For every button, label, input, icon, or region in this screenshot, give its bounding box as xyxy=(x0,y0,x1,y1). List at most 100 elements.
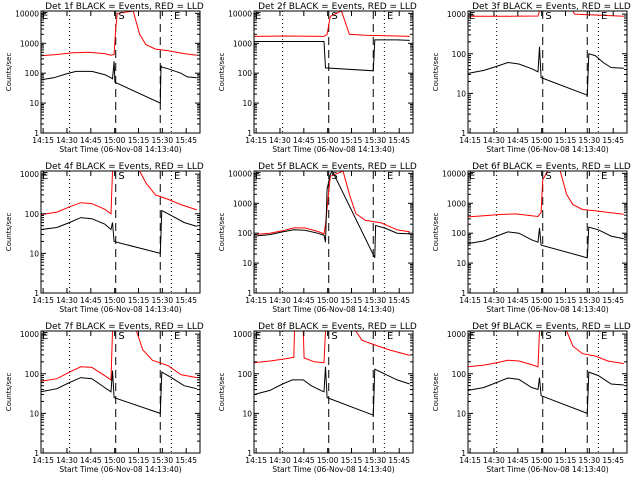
y-axis-label: Counts/sec xyxy=(218,53,226,92)
x-tick-label: 14:45 xyxy=(80,136,102,145)
plot-frame xyxy=(40,170,201,294)
x-tick-label: 14:30 xyxy=(56,296,78,305)
series-lld xyxy=(467,330,624,368)
x-tick-label: 15:15 xyxy=(555,296,577,305)
y-tick-label: 10000 xyxy=(228,9,252,18)
marker-e: E xyxy=(255,11,261,22)
y-tick-label: 10 xyxy=(29,99,39,108)
series-lld xyxy=(40,10,197,57)
y-tick-label: 10 xyxy=(242,409,252,418)
marker-e: E xyxy=(387,171,393,182)
y-tick-label: 1000 xyxy=(447,330,466,339)
y-tick-label: 10000 xyxy=(15,9,39,18)
x-axis-label: Start Time (06-Nov-08 14:13:40) xyxy=(59,145,181,154)
x-tick-label: 15:15 xyxy=(128,136,150,145)
x-tick-label: 14:15 xyxy=(245,136,267,145)
y-tick-label: 100 xyxy=(25,370,40,379)
x-tick-label: 14:15 xyxy=(32,136,54,145)
y-tick-label: 1 xyxy=(461,129,466,138)
y-tick-label: 100 xyxy=(25,69,40,78)
x-tick-label: 14:30 xyxy=(269,296,291,305)
y-tick-label: 1 xyxy=(461,289,466,298)
x-tick-label: 14:30 xyxy=(56,456,78,465)
x-tick-label: 15:30 xyxy=(365,136,387,145)
x-tick-label: 14:15 xyxy=(245,296,267,305)
series-events xyxy=(40,61,197,104)
y-axis-label: Counts/sec xyxy=(432,213,440,252)
x-tick-label: 14:15 xyxy=(459,136,481,145)
marker-e: E xyxy=(601,11,607,22)
plot-frame xyxy=(253,10,414,134)
x-tick-label: 15:00 xyxy=(317,456,339,465)
y-axis-label: Counts/sec xyxy=(218,373,226,412)
marker-e: E xyxy=(387,331,393,342)
series-events xyxy=(253,169,410,259)
x-tick-label: 15:15 xyxy=(128,296,150,305)
x-tick-label: 14:30 xyxy=(483,136,505,145)
x-tick-label: 15:45 xyxy=(388,456,410,465)
y-tick-label: 100 xyxy=(238,229,253,238)
x-tick-label: 14:15 xyxy=(459,296,481,305)
y-tick-label: 10000 xyxy=(228,169,252,178)
series-lld xyxy=(253,330,410,364)
y-tick-label: 1000 xyxy=(233,39,252,48)
y-tick-label: 100 xyxy=(452,50,467,59)
x-tick-label: 15:30 xyxy=(579,456,601,465)
x-tick-label: 15:30 xyxy=(365,296,387,305)
y-tick-label: 1 xyxy=(461,449,466,458)
marker-e: E xyxy=(601,171,607,182)
y-axis-label: Counts/sec xyxy=(432,53,440,92)
y-tick-label: 10 xyxy=(456,89,466,98)
x-axis-label: Start Time (06-Nov-08 14:13:40) xyxy=(272,305,394,314)
marker-s: S xyxy=(545,331,551,342)
y-tick-label: 1000 xyxy=(233,330,252,339)
x-tick-label: 14:15 xyxy=(32,296,54,305)
series-events xyxy=(40,209,197,255)
series-events xyxy=(253,366,410,416)
x-tick-label: 15:00 xyxy=(317,136,339,145)
plot-frame xyxy=(253,170,414,294)
marker-s: S xyxy=(118,331,124,342)
x-tick-label: 15:15 xyxy=(555,456,577,465)
x-axis-label: Start Time (06-Nov-08 14:13:40) xyxy=(59,465,181,474)
series-lld xyxy=(253,10,410,37)
x-tick-label: 14:30 xyxy=(269,136,291,145)
x-tick-label: 14:45 xyxy=(507,136,529,145)
x-tick-label: 14:15 xyxy=(32,456,54,465)
marker-e: E xyxy=(601,331,607,342)
y-axis-label: Counts/sec xyxy=(218,213,226,252)
marker-e: E xyxy=(469,331,475,342)
x-tick-label: 15:30 xyxy=(152,136,174,145)
marker-s: S xyxy=(331,11,337,22)
y-tick-label: 1000 xyxy=(233,199,252,208)
x-tick-label: 14:30 xyxy=(56,136,78,145)
x-tick-label: 14:30 xyxy=(483,456,505,465)
x-tick-label: 15:00 xyxy=(531,296,553,305)
y-tick-label: 1 xyxy=(34,129,39,138)
y-axis-label: Counts/sec xyxy=(5,373,13,412)
y-tick-label: 100 xyxy=(238,370,253,379)
x-tick-label: 15:15 xyxy=(128,456,150,465)
x-axis-label: Start Time (06-Nov-08 14:13:40) xyxy=(486,465,608,474)
marker-e: E xyxy=(174,11,180,22)
marker-s: S xyxy=(545,11,551,22)
x-tick-label: 14:45 xyxy=(80,456,102,465)
x-tick-label: 15:00 xyxy=(104,456,126,465)
y-tick-label: 10 xyxy=(29,249,39,258)
y-tick-label: 1 xyxy=(247,129,252,138)
plot-frame xyxy=(467,10,628,134)
y-axis-label: Counts/sec xyxy=(432,373,440,412)
y-tick-label: 1 xyxy=(247,449,252,458)
series-lld xyxy=(40,170,197,216)
series-events xyxy=(467,226,624,259)
y-tick-label: 10 xyxy=(456,409,466,418)
x-tick-label: 15:00 xyxy=(531,456,553,465)
y-tick-label: 1 xyxy=(34,449,39,458)
x-tick-label: 15:15 xyxy=(341,456,363,465)
y-tick-label: 10000 xyxy=(442,169,466,178)
y-tick-label: 10 xyxy=(242,99,252,108)
marker-s: S xyxy=(545,171,551,182)
